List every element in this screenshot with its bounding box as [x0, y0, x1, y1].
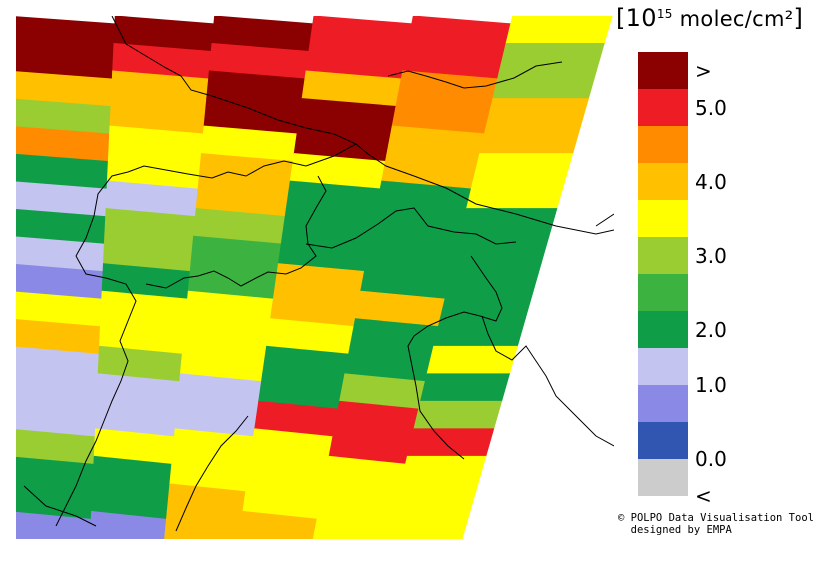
legend-swatch — [638, 89, 688, 126]
coastline-border — [387, 61, 563, 89]
legend-swatch — [638, 163, 688, 200]
legend-swatch — [638, 311, 688, 348]
map-view[interactable] — [16, 16, 614, 539]
legend-colorbar — [638, 52, 688, 496]
legend-swatch — [638, 348, 688, 385]
swath-pixel — [419, 373, 511, 402]
swath-pixel — [472, 153, 574, 182]
coastline-border — [55, 143, 357, 527]
legend-swatch — [638, 237, 688, 274]
legend-swatch — [638, 385, 688, 422]
credit-text: © POLPO Data Visualisation Tool designed… — [618, 512, 813, 536]
swath-pixel — [393, 483, 479, 512]
legend-title-exponent: 15 — [656, 7, 673, 21]
coastline-border — [175, 415, 249, 532]
legend-label: 1.0 — [695, 373, 727, 397]
swath-pixel — [16, 511, 93, 539]
legend-title-open-bracket: [10 — [616, 4, 657, 32]
legend-label: 3.0 — [695, 243, 727, 268]
swath-pixel — [485, 98, 589, 127]
legend-label: > — [695, 58, 712, 83]
swath-pixel — [479, 125, 582, 155]
coastline-border — [481, 315, 614, 447]
swath-pixel — [439, 290, 534, 320]
coastline-border — [145, 175, 327, 289]
credit-line-2: designed by EMPA — [618, 524, 732, 536]
coastline-border — [595, 213, 614, 227]
swath-pixel — [459, 208, 558, 237]
swath-pixel — [452, 235, 550, 265]
swath-pixel — [505, 16, 613, 45]
legend-label: 2.0 — [695, 317, 727, 342]
legend-title-unit: molec/cm² — [672, 7, 794, 31]
legend-swatch — [638, 422, 688, 459]
legend-label: < — [695, 484, 712, 508]
swath-pixel — [312, 510, 395, 539]
coastline-border — [407, 255, 503, 460]
swath-pixel — [238, 510, 320, 539]
legend-swatch — [638, 459, 688, 496]
coastline-border — [305, 207, 517, 249]
swath-pixel — [400, 455, 487, 485]
coastline-border — [23, 485, 97, 527]
swath-pixel — [89, 510, 168, 539]
legend-swatch — [638, 52, 688, 89]
swath-pixel — [433, 318, 526, 347]
legend-title-close-bracket: ] — [793, 4, 804, 32]
legend-swatch — [638, 274, 688, 311]
swath-pixel — [413, 400, 503, 430]
legend-label: 0.0 — [695, 447, 727, 471]
legend-label: 4.0 — [695, 169, 727, 194]
swath-pixel — [498, 43, 605, 72]
swath-pixel — [465, 180, 566, 210]
swath-pixel — [426, 345, 518, 375]
swath-pixel — [387, 510, 471, 539]
legend-swatch — [638, 126, 688, 163]
credit-line-1: © POLPO Data Visualisation Tool — [618, 512, 813, 524]
swath-pixel — [492, 70, 597, 100]
coastline-border — [111, 16, 614, 235]
swath-pixel — [164, 510, 244, 539]
legend-label: 5.0 — [695, 95, 727, 120]
legend-title: [1015 molec/cm²] — [616, 4, 810, 38]
swath-map — [16, 16, 614, 539]
legend-swatch — [638, 200, 688, 237]
swath-pixel — [406, 428, 495, 457]
swath-pixel — [446, 263, 542, 292]
